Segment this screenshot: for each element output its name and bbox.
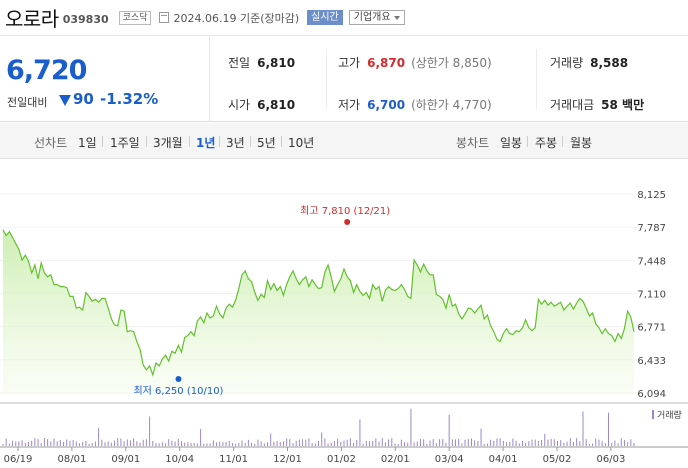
tab-monthly[interactable]: 월봉 <box>570 136 593 150</box>
stock-code: 039830 <box>62 13 109 26</box>
high-value: 6,870 <box>367 56 406 70</box>
tab-separator <box>219 136 220 147</box>
tab-1y[interactable]: 1년 <box>196 136 216 150</box>
open-label: 시가 <box>228 98 251 112</box>
prev-close-cell: 전일 6,810 <box>228 54 295 71</box>
x-tick-label: 05/02 <box>543 454 572 465</box>
tab-daily[interactable]: 일봉 <box>500 136 523 150</box>
change-label: 전일대비 <box>7 96 48 109</box>
y-tick-label: 6,094 <box>637 389 666 400</box>
market-badge: 코스닥 <box>118 10 152 25</box>
y-tick-label: 7,110 <box>637 290 666 301</box>
realtime-button[interactable]: 실시간 <box>307 10 343 25</box>
y-tick-label: 7,448 <box>637 256 666 267</box>
tab-separator <box>281 136 282 147</box>
low-annotation: 최저 6,250 (10/10) <box>133 385 223 397</box>
x-tick-label: 10/04 <box>165 454 194 465</box>
tab-separator <box>250 136 251 147</box>
low-point-marker <box>175 376 182 382</box>
column-divider <box>536 49 537 109</box>
volume-value: 8,588 <box>590 56 629 70</box>
upper-limit: (상한가 8,850) <box>411 56 492 70</box>
high-point-marker <box>344 219 351 225</box>
tab-1d[interactable]: 1일 <box>78 136 97 150</box>
candle-chart-label[interactable]: 봉차트 <box>456 136 490 150</box>
tab-separator <box>146 136 147 147</box>
lower-limit: (하한가 4,770) <box>411 98 492 112</box>
tab-separator <box>562 136 563 147</box>
tab-weekly[interactable]: 주봉 <box>535 136 558 150</box>
change-value: 90 <box>73 90 94 108</box>
volume-legend-swatch <box>652 410 654 419</box>
high-label: 고가 <box>338 56 361 70</box>
tab-separator <box>527 136 528 147</box>
stock-header: 오로라 039830 코스닥 2024.06.19 기준(장마감) 실시간 기업… <box>0 0 688 36</box>
quote-date: 2024.06.19 기준(장마감) <box>173 11 300 25</box>
tab-separator <box>189 136 190 147</box>
price-area <box>3 229 634 393</box>
amount-cell: 거래대금 58 백만 <box>550 96 644 113</box>
x-tick-label: 02/01 <box>381 454 410 465</box>
volume-legend: 거래량 <box>657 409 682 421</box>
y-tick-label: 7,787 <box>637 223 666 234</box>
price-summary: 6,720 전일대비 90 -1.32% 전일 6,810 시가 6,810 고… <box>0 37 688 122</box>
calendar-icon <box>159 12 170 23</box>
chevron-down-icon <box>393 15 400 20</box>
current-price-box: 6,720 전일대비 90 -1.32% <box>0 37 210 122</box>
column-divider <box>326 49 327 109</box>
y-tick-label: 6,771 <box>637 323 666 334</box>
high-cell: 고가 6,870 (상한가 8,850) <box>338 54 492 71</box>
tab-1w[interactable]: 1주일 <box>110 136 140 150</box>
high-annotation: 최고 7,810 (12/21) <box>300 205 390 217</box>
low-value: 6,700 <box>367 98 406 112</box>
volume-label: 거래량 <box>550 56 584 70</box>
tab-10y[interactable]: 10년 <box>288 136 315 150</box>
low-cell: 저가 6,700 (하한가 4,770) <box>338 96 492 113</box>
prev-close-label: 전일 <box>228 56 251 70</box>
y-tick-label: 6,433 <box>637 356 666 367</box>
change-percent: -1.32% <box>100 90 159 108</box>
tab-5y[interactable]: 5년 <box>257 136 276 150</box>
amount-label: 거래대금 <box>550 98 595 112</box>
open-cell: 시가 6,810 <box>228 96 295 113</box>
x-tick-label: 12/01 <box>273 454 302 465</box>
open-value: 6,810 <box>257 98 296 112</box>
price-chart[interactable]: 8,125 7,787 7,448 7,110 6,771 6,433 6,094 최고 7… <box>0 160 688 468</box>
company-info-label: 기업개요 <box>353 12 391 23</box>
y-tick-label: 8,125 <box>637 190 666 201</box>
x-tick-label: 06/19 <box>4 454 33 465</box>
amount-value: 58 백만 <box>601 98 645 112</box>
prev-close-value: 6,810 <box>257 56 296 70</box>
down-arrow-icon <box>59 95 71 106</box>
x-tick-label: 06/03 <box>596 454 625 465</box>
low-label: 저가 <box>338 98 361 112</box>
company-info-dropdown[interactable]: 기업개요 <box>348 10 405 25</box>
price-line <box>2 229 635 377</box>
stock-name: 오로라 <box>5 7 59 31</box>
x-tick-label: 11/01 <box>219 454 248 465</box>
volume-cell: 거래량 8,588 <box>550 54 628 71</box>
tab-3y[interactable]: 3년 <box>226 136 245 150</box>
tab-3m[interactable]: 3개월 <box>153 136 183 150</box>
x-tick-label: 08/01 <box>57 454 86 465</box>
x-tick-label: 03/04 <box>435 454 464 465</box>
chart-period-tabs: 선차트 1일 1주일 3개월 1년 3년 5년 10년 봉차트 일봉 주봉 월봉 <box>0 123 688 159</box>
x-tick-label: 04/01 <box>489 454 518 465</box>
line-chart-label[interactable]: 선차트 <box>34 136 68 150</box>
x-tick-label: 09/01 <box>111 454 140 465</box>
x-tick-label: 01/02 <box>327 454 356 465</box>
tab-separator <box>102 136 103 147</box>
current-price: 6,720 <box>6 55 87 86</box>
